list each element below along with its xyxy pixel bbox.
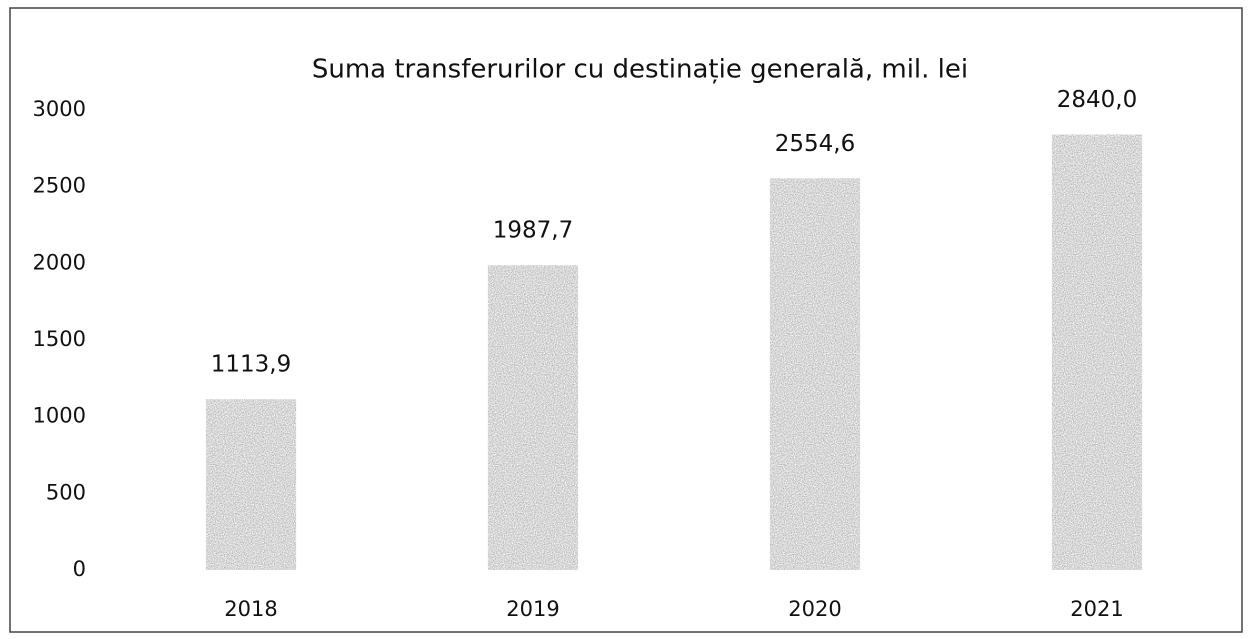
bar <box>487 265 579 570</box>
x-tick-label: 2021 <box>1070 597 1123 621</box>
chart-frame <box>9 7 1243 633</box>
y-tick-label: 1000 <box>33 404 86 428</box>
x-tick-label: 2018 <box>224 597 277 621</box>
value-label: 1113,9 <box>211 352 291 378</box>
y-tick-label: 2500 <box>33 174 86 198</box>
value-label: 1987,7 <box>493 218 573 244</box>
bar <box>205 399 297 570</box>
chart-title: Suma transferurilor cu destinație genera… <box>312 55 968 85</box>
value-label: 2840,0 <box>1057 87 1137 113</box>
y-tick-label: 500 <box>46 480 86 504</box>
y-tick-label: 1500 <box>33 327 86 351</box>
value-label: 2554,6 <box>775 131 855 157</box>
bar <box>1051 134 1143 571</box>
x-tick-label: 2020 <box>788 597 841 621</box>
y-tick-label: 0 <box>73 557 86 581</box>
y-tick-label: 3000 <box>33 97 86 121</box>
x-tick-label: 2019 <box>506 597 559 621</box>
bar <box>769 178 861 570</box>
y-tick-label: 2000 <box>33 250 86 274</box>
